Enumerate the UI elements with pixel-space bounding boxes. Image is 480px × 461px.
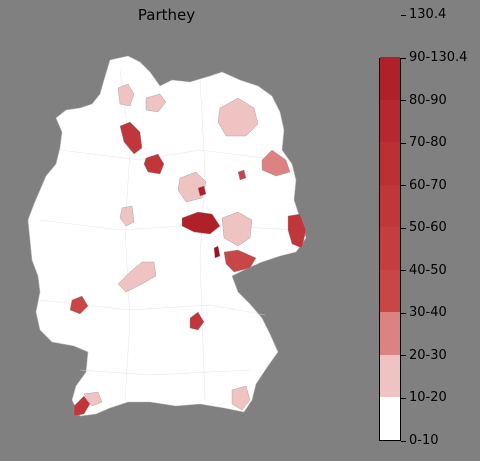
colorbar-label: 60-70 <box>409 177 447 193</box>
region-rhineland <box>69 295 89 315</box>
region-thuringia <box>181 211 221 235</box>
colorbar-segment <box>380 227 400 270</box>
germany-outline <box>27 55 307 417</box>
colorbar-segment <box>380 184 400 228</box>
region-saxony-small <box>213 245 221 259</box>
colorbar-label: 10-20 <box>409 390 447 406</box>
region-saxony-anhalt-2 <box>197 185 207 197</box>
region-bavaria-south <box>231 385 251 411</box>
region-hesse-south <box>117 261 157 293</box>
colorbar-tick <box>401 100 406 102</box>
region-saxony-east <box>287 213 307 249</box>
region-north-hamburg <box>117 83 135 107</box>
region-brandenburg-east <box>261 149 291 177</box>
region-hesse-north <box>119 205 135 227</box>
colorbar-tick <box>401 440 406 442</box>
colorbar-label: 0-10 <box>409 433 439 448</box>
colorbar-tick <box>401 355 406 357</box>
district-borders <box>39 69 301 401</box>
colorbar-tick <box>401 270 406 272</box>
colorbar-label: 130.4 <box>409 7 447 23</box>
colorbar-tick <box>401 312 406 314</box>
region-saxony-south <box>223 249 257 273</box>
region-baden-south <box>73 395 91 417</box>
colorbar-tick <box>401 14 406 16</box>
region-lake-constance <box>83 391 103 407</box>
colorbar-segment <box>380 99 400 143</box>
colorbar-tick <box>401 397 406 399</box>
colorbar-label: 50-60 <box>409 220 447 236</box>
region-saxony-west <box>221 211 253 247</box>
region-saxony-anhalt-1 <box>177 171 207 203</box>
map-title: Parthey <box>137 6 196 24</box>
colorbar-label: 70-80 <box>409 135 447 151</box>
colorbar-tick <box>401 185 406 187</box>
colorbar-label: 90-130.4 <box>409 50 468 65</box>
colorbar-segment <box>380 354 400 398</box>
colorbar-label: 40-50 <box>409 262 447 278</box>
colorbar-tick <box>401 227 406 229</box>
region-brandenburg-small <box>237 169 247 181</box>
colorbar <box>379 57 401 441</box>
colorbar-segment <box>380 397 400 440</box>
colorbar-segment <box>380 312 400 355</box>
region-mecklenburg <box>217 97 259 137</box>
region-bavaria-north <box>189 311 205 331</box>
colorbar-tick <box>401 57 406 59</box>
colorbar-segment <box>380 57 400 100</box>
colorbar-tick <box>401 142 406 144</box>
colorbar-label: 80-90 <box>409 92 447 108</box>
regions-layer <box>69 83 307 417</box>
colorbar-label: 30-40 <box>409 305 447 321</box>
colorbar-label: 20-30 <box>409 347 447 363</box>
region-bremen <box>119 121 143 155</box>
region-northeast-1 <box>145 93 167 113</box>
region-hanover <box>143 153 165 175</box>
colorbar-segment <box>380 269 400 313</box>
colorbar-segment <box>380 142 400 185</box>
